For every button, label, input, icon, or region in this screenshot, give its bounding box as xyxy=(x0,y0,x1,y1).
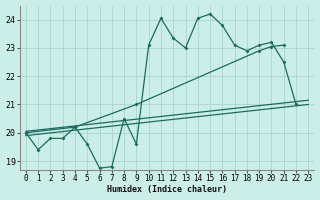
X-axis label: Humidex (Indice chaleur): Humidex (Indice chaleur) xyxy=(107,185,227,194)
